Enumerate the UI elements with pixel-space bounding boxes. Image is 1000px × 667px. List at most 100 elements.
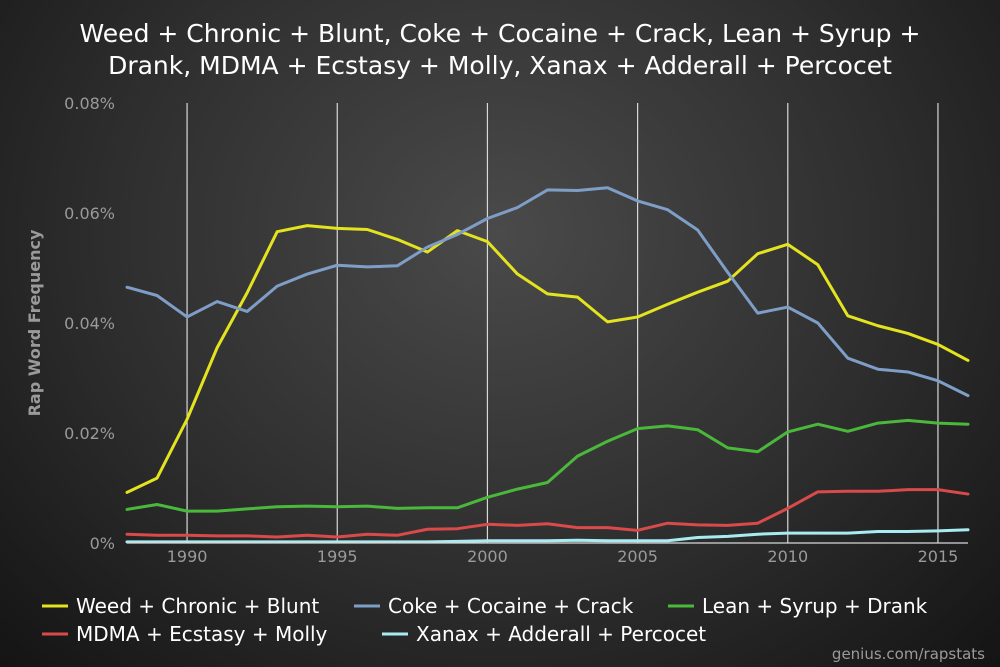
grid bbox=[186, 103, 939, 543]
y-tick-label: 0.04% bbox=[64, 314, 115, 333]
data-point bbox=[966, 394, 970, 397]
data-point bbox=[606, 320, 609, 324]
data-point bbox=[786, 531, 789, 535]
data-point bbox=[306, 534, 309, 537]
series-layer bbox=[125, 186, 970, 544]
data-point bbox=[245, 291, 249, 294]
data-point bbox=[306, 504, 309, 508]
data-point bbox=[876, 421, 880, 425]
legend-item: Coke + Cocaine + Crack bbox=[354, 594, 634, 618]
series-2 bbox=[125, 418, 970, 513]
data-point bbox=[155, 503, 159, 506]
data-point bbox=[336, 535, 339, 539]
data-point bbox=[606, 526, 609, 529]
data-point bbox=[726, 446, 729, 450]
data-point bbox=[516, 487, 519, 491]
data-point bbox=[756, 311, 759, 315]
data-point bbox=[486, 523, 489, 526]
data-point bbox=[936, 379, 940, 382]
data-point bbox=[786, 430, 789, 434]
data-point bbox=[456, 229, 459, 232]
data-point bbox=[756, 522, 759, 525]
data-point bbox=[396, 238, 399, 241]
data-point bbox=[936, 529, 940, 533]
data-point bbox=[696, 428, 699, 431]
data-point bbox=[366, 228, 369, 231]
data-point bbox=[696, 523, 699, 527]
legend-label: Weed + Chronic + Blunt bbox=[76, 594, 319, 618]
data-point bbox=[275, 230, 279, 233]
data-point bbox=[125, 286, 129, 289]
data-point bbox=[846, 490, 850, 493]
data-point bbox=[666, 539, 669, 542]
data-point bbox=[306, 224, 309, 227]
data-point bbox=[456, 527, 459, 530]
data-point bbox=[606, 539, 609, 542]
data-point bbox=[876, 490, 880, 493]
axes: 0% 0.02% 0.04% 0.06% 0.08% 1990 1995 2000 2005 20… bbox=[64, 94, 968, 566]
y-tick-label: 0.02% bbox=[64, 424, 115, 443]
data-point bbox=[636, 315, 639, 319]
data-point bbox=[636, 539, 639, 542]
data-point bbox=[396, 534, 399, 537]
data-point bbox=[275, 535, 279, 539]
data-point bbox=[906, 332, 910, 335]
data-point bbox=[636, 199, 639, 203]
data-point bbox=[846, 314, 850, 318]
chart-title: Weed + Chronic + Blunt, Coke + Cocaine +… bbox=[80, 19, 921, 80]
data-point bbox=[966, 528, 970, 531]
data-point bbox=[606, 440, 609, 443]
data-point bbox=[546, 481, 549, 484]
data-point bbox=[456, 506, 459, 509]
series-line bbox=[125, 186, 970, 398]
legend-label: MDMA + Ecstasy + Molly bbox=[76, 622, 328, 646]
data-point bbox=[516, 272, 519, 276]
credit-text: genius.com/rapstats bbox=[832, 645, 985, 663]
data-point bbox=[336, 505, 339, 508]
data-point bbox=[155, 294, 159, 297]
series-0 bbox=[125, 224, 970, 494]
data-point bbox=[666, 424, 669, 428]
data-point bbox=[876, 324, 880, 327]
data-point bbox=[185, 418, 189, 421]
data-point bbox=[245, 534, 249, 538]
data-point bbox=[185, 534, 189, 537]
data-point bbox=[906, 370, 910, 374]
data-point bbox=[636, 427, 639, 430]
data-point bbox=[576, 539, 579, 542]
data-point bbox=[906, 488, 910, 491]
data-point bbox=[846, 531, 850, 535]
legend-item: Xanax + Adderall + Percocet bbox=[382, 622, 706, 646]
data-point bbox=[516, 524, 519, 527]
data-point bbox=[125, 491, 129, 494]
data-point bbox=[576, 454, 579, 458]
data-point bbox=[696, 228, 699, 232]
legend-item: Weed + Chronic + Blunt bbox=[42, 594, 319, 618]
data-point bbox=[666, 303, 669, 306]
data-point bbox=[396, 507, 399, 510]
data-point bbox=[906, 530, 910, 533]
data-point bbox=[756, 252, 759, 255]
data-point bbox=[846, 357, 850, 360]
data-point bbox=[155, 534, 159, 537]
data-point bbox=[486, 240, 489, 243]
data-point bbox=[756, 450, 759, 453]
data-point bbox=[215, 346, 219, 349]
data-point bbox=[816, 321, 820, 325]
x-tick-label: 1995 bbox=[317, 547, 358, 566]
legend-label: Coke + Cocaine + Crack bbox=[388, 594, 634, 618]
x-tick-label: 2015 bbox=[918, 547, 959, 566]
series-3 bbox=[125, 488, 970, 539]
data-point bbox=[125, 508, 129, 511]
data-point bbox=[245, 310, 249, 313]
data-point bbox=[426, 250, 429, 254]
data-point bbox=[966, 423, 970, 426]
data-point bbox=[275, 505, 279, 508]
legend-item: MDMA + Ecstasy + Molly bbox=[42, 622, 328, 646]
x-tick-label: 2005 bbox=[617, 547, 658, 566]
data-point bbox=[516, 206, 519, 209]
data-point bbox=[726, 280, 729, 283]
data-point bbox=[696, 536, 699, 539]
data-point bbox=[786, 243, 789, 246]
series-1 bbox=[125, 186, 970, 398]
